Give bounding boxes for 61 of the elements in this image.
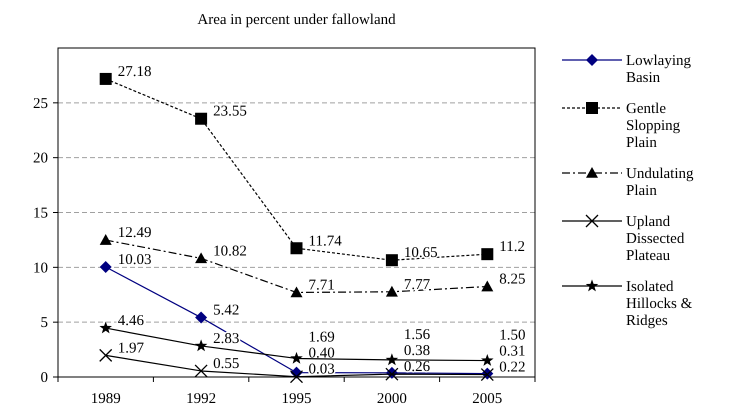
data-label: 1.56 [404,327,431,344]
data-label: 0.38 [404,343,430,360]
data-label: 7.77 [404,276,431,293]
data-label: 11.74 [308,233,342,250]
point [99,321,112,334]
y-tick-label: 10 [33,260,48,276]
point [100,234,112,245]
point [194,339,208,352]
point [386,353,398,366]
point [481,280,494,292]
legend-label: Isolated Hillocks & Ridges [626,279,693,329]
y-tick-label: 0 [40,370,48,386]
point [100,72,112,85]
point [290,286,302,298]
point [386,254,398,266]
data-label: 2.83 [213,330,240,347]
data-label: 4.46 [118,313,144,330]
data-label: 10.82 [213,243,247,260]
data-label: 27.18 [118,64,152,80]
data-label: 10.03 [118,252,152,268]
data-label: 23.55 [213,104,247,120]
y-tick-label: 5 [40,315,48,332]
data-label: 10.65 [404,245,438,262]
point [290,242,302,254]
data-label: 0.40 [308,346,335,362]
point [290,370,304,384]
data-label: 5.42 [213,302,240,319]
data-label: 0.26 [404,359,431,376]
point [481,248,494,260]
data-label: 1.69 [308,330,335,346]
data-label: 0.22 [499,360,526,376]
x-tick-label: 1995 [282,391,312,407]
data-label: 1.50 [499,328,526,344]
data-label: 7.71 [308,277,335,294]
data-label: 0.31 [499,344,526,360]
data-label: 0.55 [213,356,240,372]
point [290,352,303,364]
x-tick-label: 2000 [376,391,407,407]
legend-label: Lowlaying Basin [626,53,692,86]
data-label: 12.49 [118,225,152,242]
legend-label: Upland Dissected Plateau [626,214,685,264]
point [195,252,208,264]
data-label: 11.2 [499,239,526,256]
x-tick-label: 1989 [90,391,121,407]
point [386,286,398,297]
y-tick-label: 20 [33,150,48,167]
data-label: 1.97 [118,340,144,356]
y-tick-label: 25 [33,96,48,112]
legend-label: Gentle Slopping Plain [626,101,681,151]
point [481,354,494,366]
point [195,312,208,324]
point [195,112,208,125]
y-tick-label: 15 [33,206,48,222]
x-tick-label: 2005 [472,391,502,407]
x-tick-label: 1992 [186,391,216,407]
point [194,364,208,378]
legend-label: Undulating Plain [626,166,694,199]
point [100,261,112,274]
point [99,348,112,362]
chart-title: Area in percent under fallowland [197,12,396,28]
data-label: 8.25 [499,272,526,288]
